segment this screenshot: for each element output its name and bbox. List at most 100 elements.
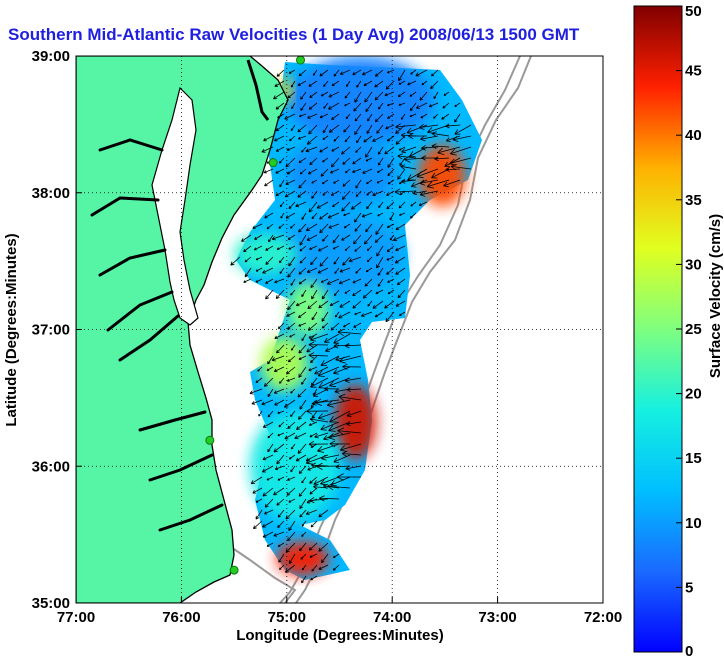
current-vector	[301, 212, 307, 220]
velocity-region	[234, 233, 298, 275]
current-vector	[277, 410, 285, 415]
current-vector	[322, 157, 329, 163]
current-vector	[299, 399, 307, 410]
current-vector	[331, 146, 340, 152]
current-vector	[306, 267, 318, 273]
current-vector	[308, 366, 318, 372]
current-vector	[298, 366, 307, 378]
depth-contour	[227, 544, 297, 603]
current-vector	[342, 363, 362, 370]
current-vector	[328, 102, 340, 110]
current-vector	[394, 256, 406, 264]
current-vector	[421, 80, 428, 86]
current-vector	[263, 135, 274, 142]
current-vector	[268, 234, 274, 243]
current-vector	[311, 564, 318, 572]
current-vector	[320, 278, 329, 283]
current-vector	[323, 483, 340, 489]
current-vector	[362, 289, 373, 299]
current-vector	[265, 278, 274, 284]
current-vector	[352, 278, 362, 284]
current-vector	[318, 564, 329, 570]
tidal-river	[98, 248, 167, 277]
current-vector	[296, 421, 307, 430]
current-vector	[354, 113, 362, 122]
current-vector	[279, 564, 285, 570]
current-vector	[299, 234, 307, 246]
current-vector	[389, 234, 395, 241]
current-vector	[415, 69, 428, 77]
current-vector	[366, 124, 373, 134]
current-vectors	[230, 69, 472, 584]
current-vector	[353, 102, 362, 112]
current-vector	[298, 223, 307, 233]
current-vector	[317, 443, 340, 453]
current-vector	[445, 123, 461, 129]
current-vector	[362, 69, 373, 76]
current-vector	[366, 245, 373, 251]
current-vector	[354, 223, 362, 232]
current-vector	[289, 333, 296, 338]
current-vector	[255, 256, 263, 261]
current-vector	[367, 300, 373, 307]
current-vector	[344, 343, 362, 349]
current-vector	[345, 168, 351, 174]
current-vector	[276, 245, 285, 250]
current-vector	[255, 498, 263, 503]
current-vector	[317, 410, 340, 420]
current-vector	[264, 179, 274, 187]
colorbar-label: Surface Velocity (cm/s)	[707, 214, 724, 378]
current-vector	[262, 520, 274, 528]
current-vector	[364, 278, 373, 287]
current-vector	[295, 201, 307, 208]
current-vector	[387, 157, 395, 168]
current-vector	[287, 91, 296, 99]
colorbar-tick-label: 40	[685, 127, 702, 144]
current-vector	[262, 487, 274, 497]
current-vector	[331, 157, 340, 168]
current-vector	[366, 256, 373, 263]
current-vector	[399, 311, 406, 316]
current-vector	[243, 278, 252, 283]
current-vector	[265, 289, 274, 300]
current-vector	[284, 432, 296, 440]
current-vector	[288, 256, 296, 267]
current-vector	[322, 190, 329, 196]
current-vector	[392, 234, 406, 242]
current-vector	[299, 509, 307, 518]
current-vector	[395, 123, 417, 130]
current-vector	[285, 179, 296, 185]
current-vector	[276, 498, 285, 506]
current-vector	[324, 386, 340, 392]
current-vector	[287, 322, 296, 330]
current-vector	[251, 399, 263, 405]
current-vector	[243, 245, 252, 253]
current-vector	[313, 476, 329, 485]
current-vector	[330, 168, 340, 174]
current-vector	[300, 102, 307, 111]
current-vector	[426, 179, 450, 189]
current-vector	[315, 398, 340, 406]
current-vector	[287, 421, 296, 429]
current-vector	[311, 190, 318, 199]
current-vector	[354, 212, 362, 223]
current-vector	[385, 124, 395, 130]
current-vector	[409, 91, 417, 97]
current-vector	[298, 311, 307, 318]
x-tick-label: 73:00	[478, 609, 516, 626]
current-vector	[285, 509, 296, 520]
tidal-river	[98, 138, 164, 152]
current-vector	[252, 487, 263, 494]
current-vector	[431, 143, 450, 150]
current-vector	[333, 289, 340, 296]
current-vector	[348, 256, 362, 263]
current-vector	[321, 179, 329, 185]
current-vector	[253, 520, 263, 530]
current-vector	[334, 311, 340, 318]
current-vector	[343, 124, 351, 133]
current-vector	[230, 256, 241, 266]
colorbar-tick-label: 0	[685, 643, 693, 659]
current-vector	[339, 267, 351, 273]
current-vector	[410, 179, 428, 188]
current-vector	[319, 212, 329, 220]
